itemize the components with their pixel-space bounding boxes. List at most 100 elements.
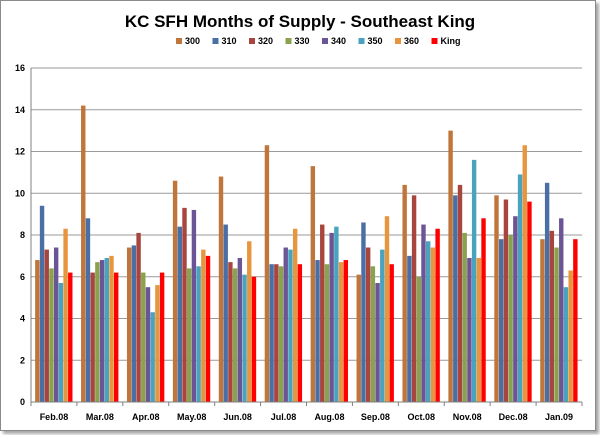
x-tick-label: Apr.08 xyxy=(132,412,160,422)
bar-king xyxy=(389,264,394,402)
bar-king xyxy=(573,239,578,402)
legend-label: 340 xyxy=(331,36,346,46)
legend-swatch xyxy=(249,38,255,44)
bar-360 xyxy=(384,216,390,402)
bar-king xyxy=(251,276,257,402)
bar-king xyxy=(481,218,486,402)
bar-350 xyxy=(563,287,569,402)
bar-310 xyxy=(269,264,274,402)
bar-360 xyxy=(155,285,160,402)
bar-300 xyxy=(356,274,361,402)
legend-swatch xyxy=(322,38,328,44)
bar-330 xyxy=(232,268,238,402)
bar-300 xyxy=(35,260,40,402)
bar-310 xyxy=(223,224,228,402)
bar-330 xyxy=(324,264,330,402)
bar-350 xyxy=(380,249,385,402)
bar-300 xyxy=(81,105,86,402)
chart-legend: 300 310 320 330 340 350 360 King xyxy=(176,36,461,46)
bar-320 xyxy=(320,224,325,402)
bar-340 xyxy=(283,247,288,402)
bar-310 xyxy=(453,195,458,402)
bar-320 xyxy=(228,262,233,402)
bar-king xyxy=(435,228,440,402)
bar-350 xyxy=(104,257,109,402)
bar-350 xyxy=(471,159,477,402)
bar-320 xyxy=(411,195,417,402)
x-tick-label: Sep.08 xyxy=(361,412,390,422)
bar-320 xyxy=(136,232,141,402)
bar-330 xyxy=(462,232,467,402)
legend-label: 310 xyxy=(222,36,237,46)
x-tick-label: Nov.08 xyxy=(453,412,482,422)
y-tick-label: 0 xyxy=(20,397,25,407)
bar-350 xyxy=(242,274,247,402)
y-tick-label: 16 xyxy=(15,63,25,73)
bar-300 xyxy=(310,166,316,402)
bar-350 xyxy=(288,249,293,402)
bar-360 xyxy=(247,241,252,402)
bar-320 xyxy=(274,264,279,402)
legend-swatch xyxy=(395,38,401,44)
bar-300 xyxy=(264,145,270,403)
bar-350 xyxy=(517,174,523,402)
bar-king xyxy=(527,201,532,402)
bar-330 xyxy=(508,235,513,402)
bar-310 xyxy=(39,205,45,402)
bar-350 xyxy=(425,241,431,402)
bar-300 xyxy=(172,180,178,402)
bar-320 xyxy=(503,199,509,402)
bar-340 xyxy=(145,287,151,402)
bar-330 xyxy=(278,266,284,402)
bar-360 xyxy=(63,228,68,402)
bar-340 xyxy=(421,224,426,402)
x-tick-label: Jun.08 xyxy=(223,412,252,422)
bar-340 xyxy=(99,260,105,402)
legend-swatch xyxy=(431,38,438,44)
bar-300 xyxy=(494,195,499,402)
legend-swatch xyxy=(212,38,219,44)
bar-330 xyxy=(141,272,146,402)
bar-340 xyxy=(467,257,472,402)
bar-310 xyxy=(131,245,137,402)
legend-swatch xyxy=(358,38,365,44)
bar-310 xyxy=(85,218,91,402)
bar-king xyxy=(205,255,211,402)
bar-330 xyxy=(49,268,54,402)
bar-king xyxy=(113,272,119,402)
bar-310 xyxy=(177,226,182,402)
bar-320 xyxy=(457,184,463,402)
bar-320 xyxy=(44,249,49,402)
x-tick-label: Dec.08 xyxy=(499,412,528,422)
x-tick-label: Aug.08 xyxy=(314,412,344,422)
bar-310 xyxy=(499,239,504,402)
bar-320 xyxy=(549,230,555,402)
bar-340 xyxy=(559,218,564,402)
chart-title: KC SFH Months of Supply - Southeast King xyxy=(125,12,475,31)
bar-310 xyxy=(407,255,412,402)
bar-340 xyxy=(53,247,59,402)
bar-350 xyxy=(196,266,201,402)
bar-360 xyxy=(338,262,344,402)
bar-360 xyxy=(568,270,573,402)
bar-330 xyxy=(554,247,559,402)
bar-350 xyxy=(150,312,155,402)
bar-360 xyxy=(292,228,298,402)
legend-label: 350 xyxy=(368,36,383,46)
x-tick-label: Feb.08 xyxy=(40,412,69,422)
x-tick-label: Mar.08 xyxy=(86,412,114,422)
bar-330 xyxy=(187,268,192,402)
bar-330 xyxy=(95,262,100,402)
bar-360 xyxy=(476,257,482,402)
legend-swatch xyxy=(285,38,292,44)
legend-label: 360 xyxy=(404,36,419,46)
x-tick-label: Oct.08 xyxy=(408,412,436,422)
bar-310 xyxy=(361,222,366,402)
bar-320 xyxy=(90,272,95,402)
bar-340 xyxy=(329,232,334,402)
y-tick-label: 4 xyxy=(20,314,25,324)
bar-350 xyxy=(58,283,64,402)
x-tick-label: May.08 xyxy=(177,412,206,422)
bar-330 xyxy=(370,266,376,402)
